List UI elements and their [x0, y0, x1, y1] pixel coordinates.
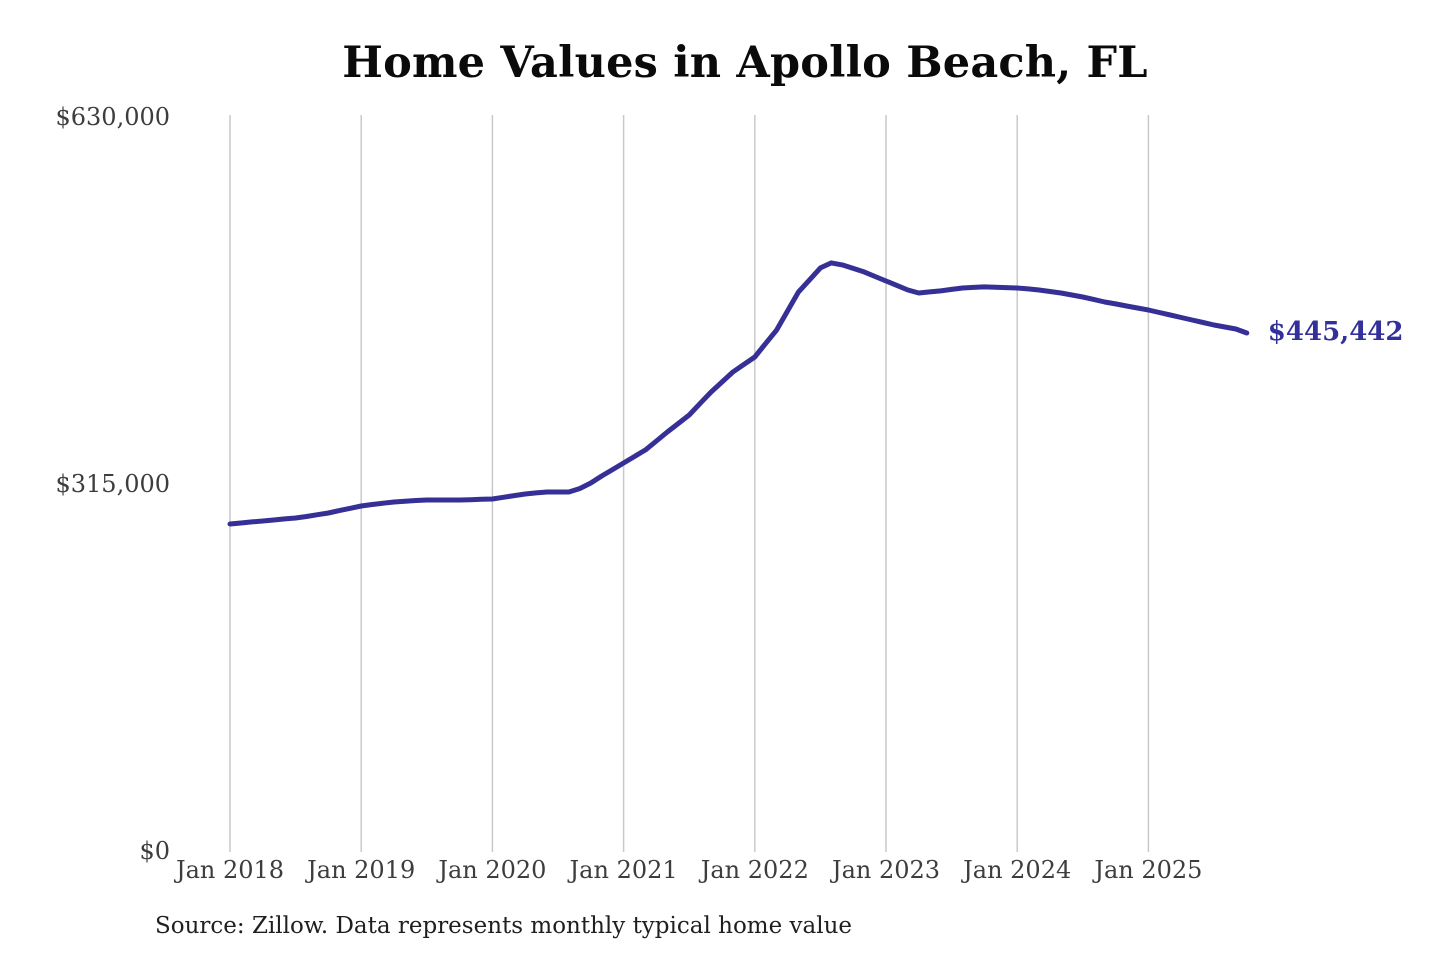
x-axis-tick-label: Jan 2024 [960, 856, 1071, 884]
x-axis-tick-label: Jan 2020 [435, 856, 546, 884]
y-axis-tick-label: $315,000 [55, 470, 170, 498]
y-axis-tick-label: $0 [139, 837, 170, 865]
home-value-line-series [227, 260, 1250, 527]
latest-value-label: $445,442 [1267, 317, 1404, 348]
x-axis-tick-label: Jan 2025 [1091, 856, 1202, 884]
x-axis-tick-label: Jan 2019 [304, 856, 415, 884]
x-axis-tick-label: Jan 2022 [698, 856, 809, 884]
y-axis-tick-label: $630,000 [55, 103, 170, 131]
chart-title: Home Values in Apollo Beach, FL [342, 38, 1148, 88]
x-axis-tick-label: Jan 2023 [829, 856, 940, 884]
source-note: Source: Zillow. Data represents monthly … [155, 913, 853, 939]
x-axis-tick-label: Jan 2018 [173, 856, 284, 884]
x-axis-tick-label: Jan 2021 [567, 856, 678, 884]
